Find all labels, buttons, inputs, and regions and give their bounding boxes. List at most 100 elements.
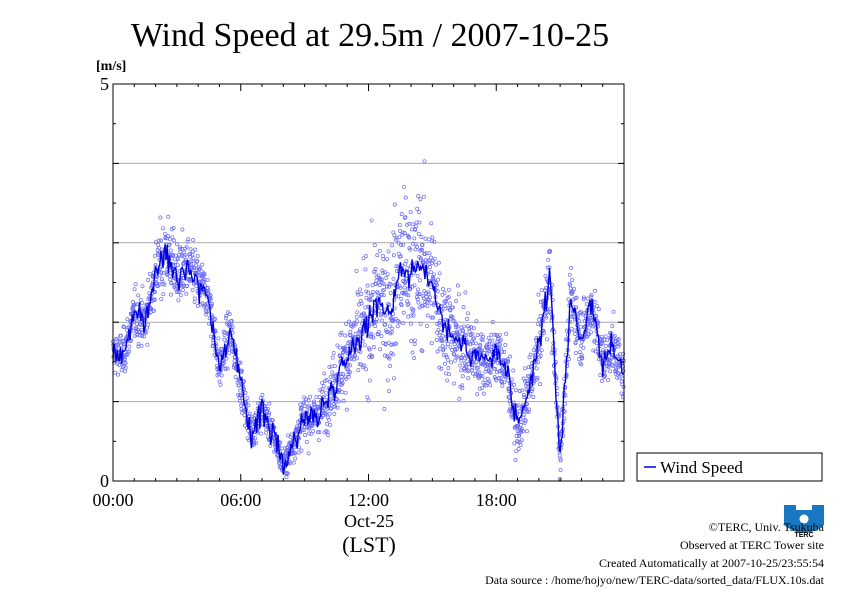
sample-point xyxy=(204,310,209,314)
sample-point xyxy=(438,330,443,334)
sample-point xyxy=(379,277,384,282)
sample-point xyxy=(420,242,425,247)
sample-point xyxy=(457,396,462,401)
sample-point xyxy=(521,376,526,381)
sample-point xyxy=(383,322,388,327)
sample-point xyxy=(427,237,431,242)
sample-point xyxy=(266,413,271,418)
sample-point xyxy=(426,290,431,295)
sample-point xyxy=(478,373,483,378)
sample-point xyxy=(490,338,495,343)
sample-point xyxy=(450,315,455,319)
sample-point xyxy=(316,430,320,435)
sample-point xyxy=(303,433,307,437)
sample-point xyxy=(159,238,163,243)
sample-point xyxy=(535,321,540,326)
sample-point xyxy=(416,300,421,305)
sample-point xyxy=(439,366,444,371)
sample-point xyxy=(486,335,491,340)
sample-point xyxy=(591,348,596,353)
sample-point xyxy=(470,366,475,370)
sample-point xyxy=(181,282,186,287)
sample-point xyxy=(340,381,345,385)
sample-point xyxy=(443,299,448,304)
sample-point xyxy=(504,331,509,336)
sample-point xyxy=(363,267,368,272)
sample-point xyxy=(383,353,387,358)
sample-point xyxy=(535,375,540,380)
sample-point xyxy=(480,338,485,343)
sample-point xyxy=(452,352,457,357)
sample-point xyxy=(454,299,458,303)
sample-point xyxy=(424,323,429,328)
sample-point xyxy=(518,422,523,427)
sample-point xyxy=(371,335,376,340)
sample-point xyxy=(443,361,447,366)
sample-point xyxy=(511,368,516,373)
sample-point xyxy=(117,363,122,367)
sample-point xyxy=(310,423,315,428)
sample-point xyxy=(320,380,325,385)
sample-point xyxy=(329,364,334,369)
sample-point xyxy=(374,278,379,283)
sample-point xyxy=(190,252,195,257)
sample-point xyxy=(146,278,151,282)
sample-point xyxy=(170,235,175,240)
sample-point xyxy=(125,317,130,322)
sample-point xyxy=(529,388,534,393)
sample-point xyxy=(383,313,388,318)
sample-point xyxy=(416,287,420,292)
sample-point xyxy=(443,317,448,322)
sample-point xyxy=(267,401,272,406)
footer-source: Data source : /home/hojyo/new/TERC-data/… xyxy=(485,573,824,587)
sample-point xyxy=(523,418,528,423)
sample-point xyxy=(459,368,464,373)
sample-point xyxy=(335,405,340,410)
sample-point xyxy=(431,277,436,282)
sample-point xyxy=(292,450,297,455)
sample-point xyxy=(616,344,621,349)
sample-point xyxy=(603,334,608,339)
sample-point xyxy=(612,333,617,338)
sample-point xyxy=(173,259,178,264)
sample-point xyxy=(455,283,460,288)
sample-point xyxy=(396,294,401,299)
sample-point xyxy=(146,322,150,327)
sample-point xyxy=(548,249,553,254)
sample-point xyxy=(486,341,491,346)
sample-point xyxy=(397,235,402,240)
sample-point xyxy=(176,298,181,303)
sample-point xyxy=(219,373,224,378)
sample-point xyxy=(399,243,404,248)
sample-point xyxy=(500,379,505,384)
sample-point xyxy=(366,297,371,302)
sample-point xyxy=(436,277,441,282)
sample-point xyxy=(389,316,394,320)
sample-point xyxy=(423,299,428,304)
sample-point xyxy=(135,302,139,307)
sample-point xyxy=(513,388,518,393)
sample-point xyxy=(594,303,599,308)
sample-point xyxy=(395,324,400,329)
sample-point xyxy=(356,292,361,297)
sample-point xyxy=(498,332,502,337)
sample-point xyxy=(472,336,477,341)
sample-point xyxy=(417,220,422,225)
sample-point xyxy=(448,301,453,306)
sample-point xyxy=(431,272,436,277)
sample-point xyxy=(588,315,593,320)
sample-point xyxy=(455,324,460,329)
sample-point xyxy=(358,287,363,292)
sample-point xyxy=(188,254,192,259)
sample-point xyxy=(404,279,408,284)
sample-point xyxy=(227,350,232,355)
sample-point xyxy=(258,396,263,401)
sample-point xyxy=(238,360,243,365)
sample-point xyxy=(386,389,391,394)
sample-point xyxy=(477,370,482,375)
sample-point xyxy=(394,264,399,269)
sample-point xyxy=(354,314,359,319)
sample-point xyxy=(354,356,359,361)
sample-point xyxy=(120,338,125,343)
sample-point xyxy=(247,411,252,416)
